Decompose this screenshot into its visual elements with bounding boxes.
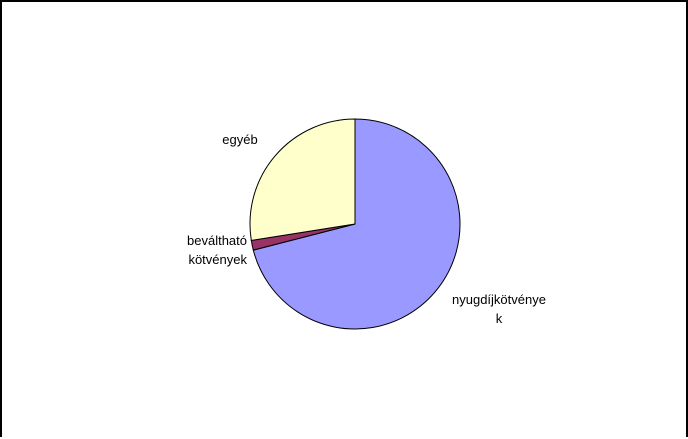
slice-label-line: egyéb: [222, 132, 257, 147]
slice-label-0: nyugdíjkötvénye k: [452, 292, 546, 326]
slice-label-1: beváltható kötvények: [187, 233, 247, 267]
pie-slice-0: [252, 118, 461, 330]
slice-label-line: kötvények: [188, 252, 247, 267]
pie-slices: [249, 118, 461, 330]
slice-label-line: beváltható: [187, 233, 247, 248]
pie-labels: nyugdíjkötvénye k beváltható kötvények egyéb: [187, 132, 546, 326]
pie-slice-2: [249, 118, 356, 242]
slice-label-line: nyugdíjkötvénye: [452, 292, 546, 307]
slice-label-2: egyéb: [222, 132, 257, 147]
slice-label-line: k: [496, 311, 503, 326]
